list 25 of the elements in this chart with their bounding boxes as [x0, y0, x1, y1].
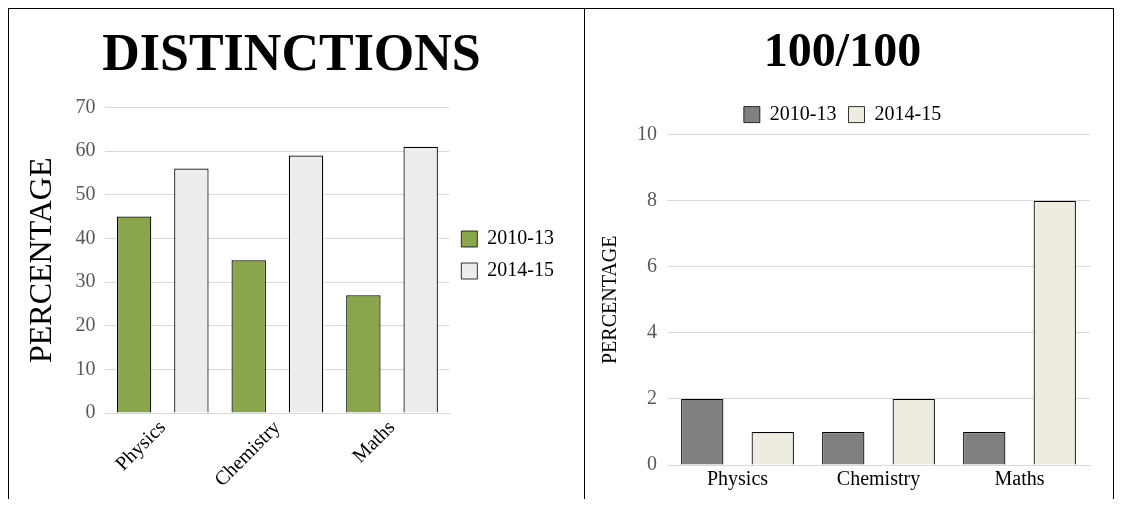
y-tick-label: 70 [75, 94, 96, 117]
legend-label: 2010-13 [487, 226, 555, 249]
y-tick-label: 60 [75, 138, 96, 161]
y-tick-label: 10 [637, 121, 657, 144]
chart-title: DISTINCTIONS [102, 23, 481, 81]
y-axis-title: PERCENTAGE [598, 235, 621, 364]
x-tick-label: Physics [706, 467, 769, 491]
x-tick-label: Maths [994, 467, 1045, 490]
y-tick-label: 40 [75, 225, 96, 248]
y-tick-label: 30 [75, 269, 96, 292]
y-tick-label: 0 [85, 400, 96, 423]
y-axis-title: PERCENTAGE [21, 157, 58, 363]
y-tick-label: 10 [75, 356, 96, 379]
legend-label: 2014-15 [487, 258, 555, 281]
y-tick-label: 0 [647, 452, 657, 475]
x-tick-label: Chemistry [836, 467, 921, 491]
y-tick-label: 6 [647, 254, 657, 277]
y-tick-label: 50 [75, 181, 96, 204]
y-tick-label: 8 [647, 187, 657, 210]
y-tick-label: 4 [647, 320, 657, 343]
y-tick-label: 2 [647, 386, 657, 409]
legend-label: 2010-13 [769, 101, 837, 124]
legend-label: 2014-15 [874, 101, 942, 124]
chart-title: 100/100 [763, 23, 922, 77]
y-tick-label: 20 [75, 313, 96, 336]
